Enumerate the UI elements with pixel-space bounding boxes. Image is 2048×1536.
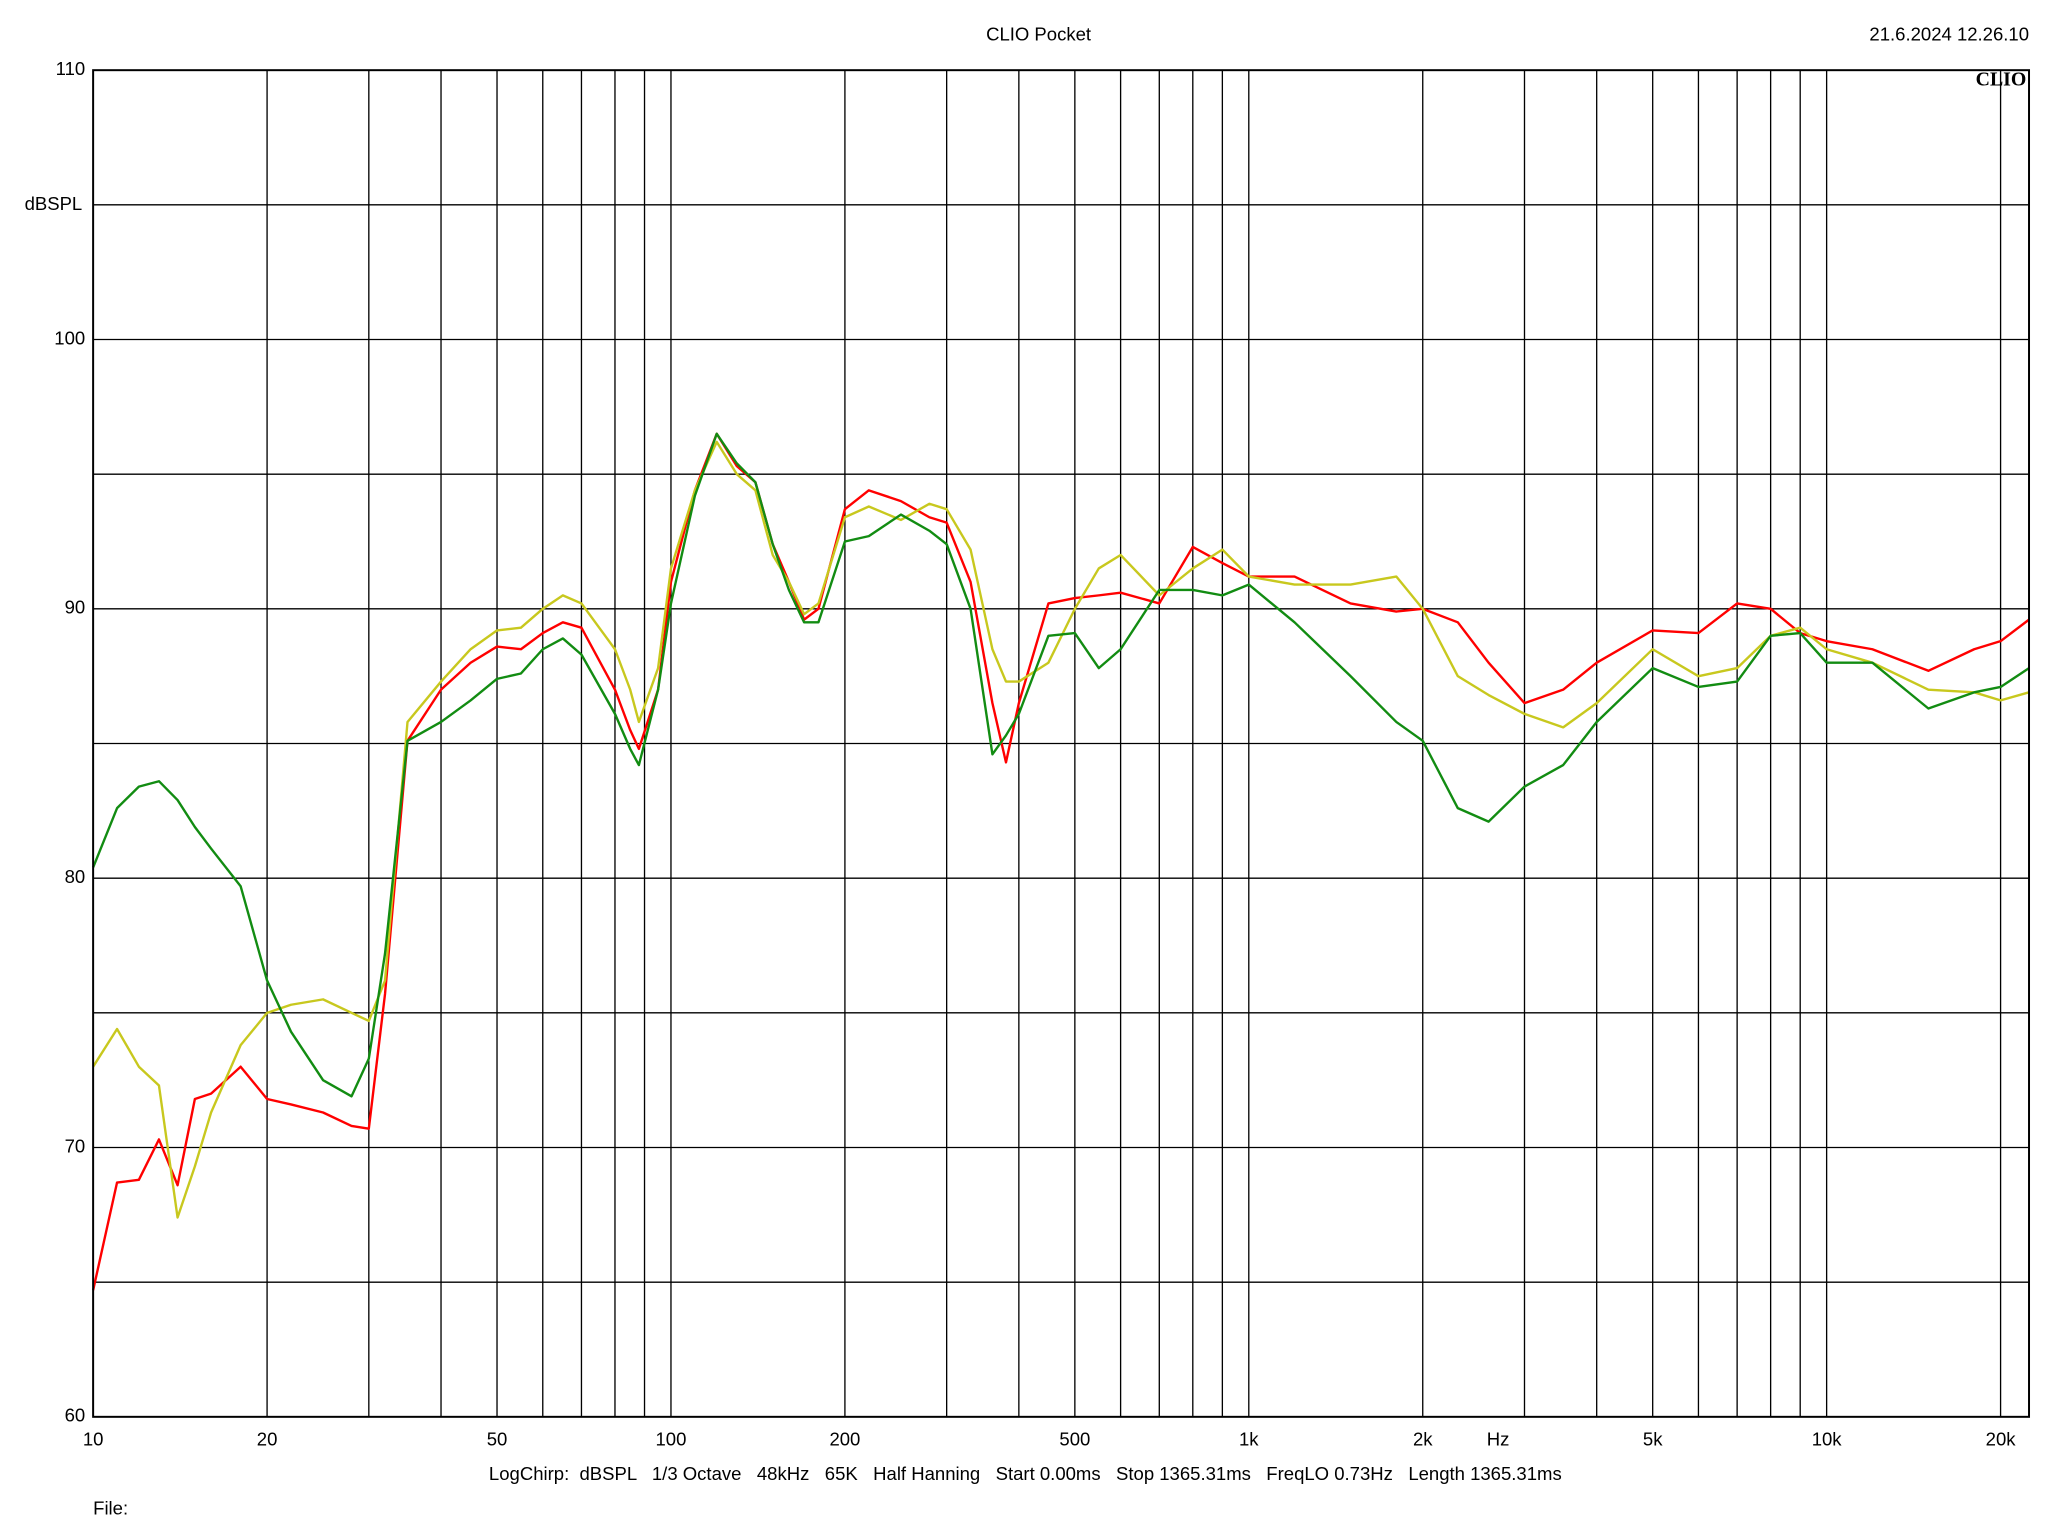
x-tick-label: 200 [829, 1429, 860, 1450]
plot-frame [92, 69, 2031, 1418]
timestamp: 21.6.2024 12.26.10 [1869, 24, 2029, 45]
y-tick-label: 60 [65, 1405, 86, 1426]
y-tick-label: 90 [65, 597, 86, 618]
x-tick-label: 500 [1059, 1429, 1090, 1450]
settings-line: LogChirp: dBSPL 1/3 Octave 48kHz 65K Hal… [489, 1463, 1562, 1484]
response-line [92, 432, 2030, 1098]
response-line [91, 432, 2030, 1291]
file-label: File: [93, 1497, 128, 1518]
x-tick-label: 1k [1239, 1429, 1259, 1450]
x-tick-label: 100 [656, 1429, 687, 1450]
logo: CLIO [1976, 68, 2027, 90]
x-tick-label: 10k [1812, 1429, 1843, 1450]
y-tick-label: 80 [65, 866, 86, 887]
x-axis-label: Hz [1487, 1429, 1510, 1450]
x-tick-label: 20k [1986, 1429, 2017, 1450]
x-tick-label: 50 [487, 1429, 508, 1450]
x-tick-label: 5k [1643, 1429, 1663, 1450]
y-tick-label: 110 [56, 58, 86, 79]
x-tick-label: 20 [257, 1429, 278, 1450]
x-tick-label: 10 [83, 1429, 104, 1450]
y-axis-label: dBSPL [25, 193, 83, 214]
y-tick-label: 100 [54, 327, 85, 348]
y-tick-label: 70 [65, 1135, 86, 1156]
response-line [92, 440, 2030, 1219]
x-tick-label: 2k [1413, 1429, 1433, 1450]
plot-area [91, 432, 2030, 1291]
chart-title: CLIO Pocket [986, 24, 1092, 45]
